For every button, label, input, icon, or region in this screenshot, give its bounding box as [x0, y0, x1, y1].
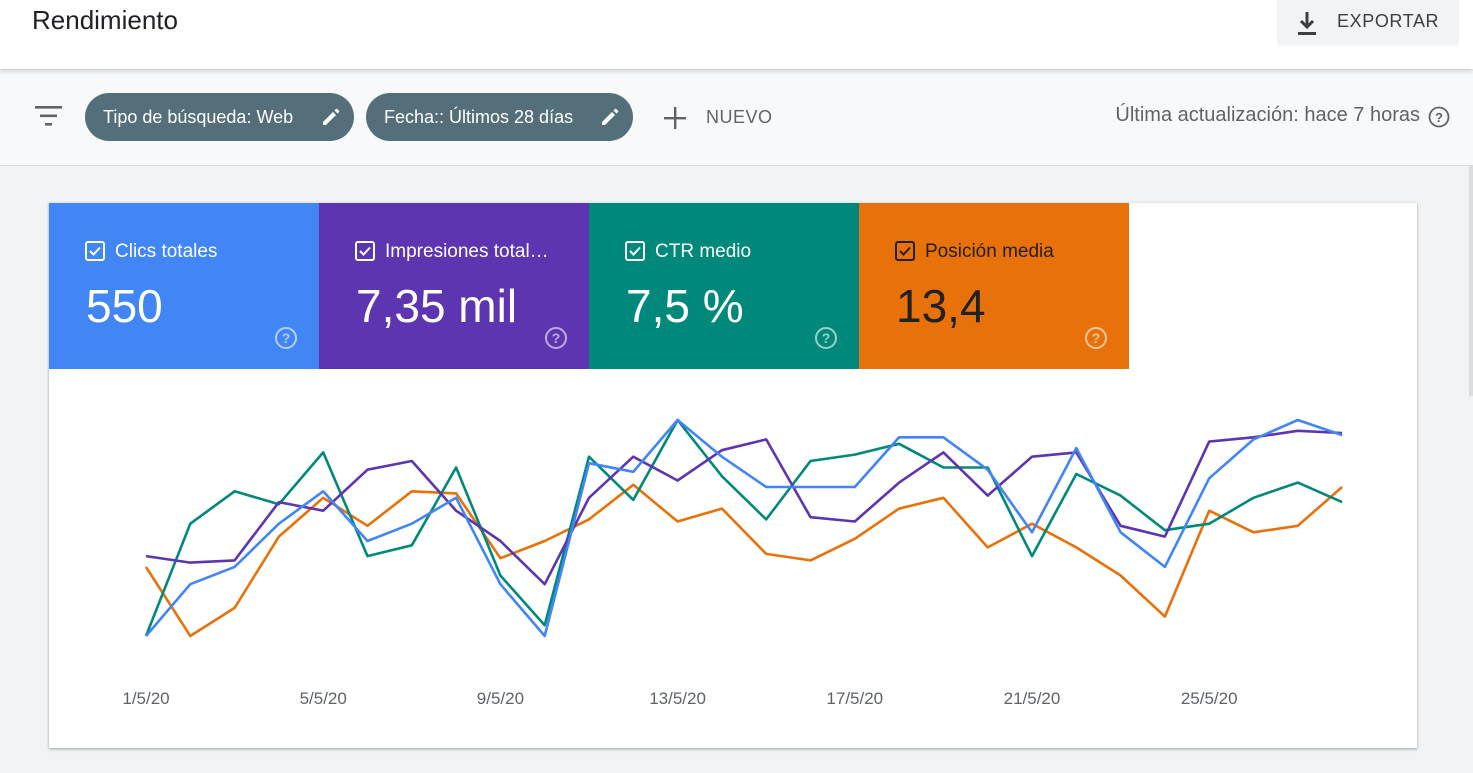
metric-card-average-ctr[interactable]: CTR medio 7,5 % ? [589, 203, 859, 369]
metric-value: 7,5 % [626, 280, 744, 332]
help-icon[interactable]: ? [814, 326, 838, 350]
new-filter-button[interactable]: NUEVO [660, 99, 790, 135]
x-axis-ticks: 1/5/20 5/5/20 9/5/20 13/5/20 17/5/20 21/5/20 2… [122, 689, 1237, 708]
metric-label: CTR medio [655, 241, 752, 262]
export-label: EXPORTAR [1337, 11, 1440, 31]
metric-value: 550 [86, 280, 163, 332]
filter-icon[interactable] [35, 105, 63, 127]
last-update-text: Última actualización: hace 7 horas [1115, 104, 1420, 126]
page-title: Rendimiento [32, 5, 178, 35]
metric-label: Impresiones total… [385, 241, 549, 262]
top-header: Rendimiento EXPORTAR [0, 0, 1473, 69]
edit-pencil-icon[interactable] [320, 106, 342, 128]
x-tick-label: 21/5/20 [1004, 689, 1061, 708]
svg-text:?: ? [1435, 110, 1443, 125]
metric-label: Posición media [925, 241, 1054, 262]
x-tick-label: 13/5/20 [649, 689, 706, 708]
edit-pencil-icon[interactable] [599, 106, 621, 128]
help-icon[interactable]: ? [274, 326, 298, 350]
x-tick-label: 1/5/20 [122, 689, 169, 708]
help-icon[interactable]: ? [1428, 106, 1450, 128]
series-line-clics-totales[interactable] [145, 418, 1343, 638]
chip-label: Tipo de búsqueda: Web [103, 106, 294, 127]
help-icon[interactable]: ? [544, 326, 568, 350]
checkbox-checked-icon[interactable] [895, 241, 915, 261]
download-icon [1298, 12, 1316, 35]
x-tick-label: 17/5/20 [826, 689, 883, 708]
svg-text:?: ? [1092, 330, 1101, 346]
checkbox-checked-icon[interactable] [625, 241, 645, 261]
x-tick-label: 9/5/20 [477, 689, 524, 708]
metric-label: Clics totales [115, 241, 218, 262]
svg-text:?: ? [822, 330, 831, 346]
checkbox-checked-icon[interactable] [85, 241, 105, 261]
metric-card-total-clicks[interactable]: Clics totales 550 ? [49, 203, 319, 369]
performance-card: Clics totales 550 ? Impresiones total… 7… [49, 203, 1417, 748]
series-layer [144, 418, 1343, 638]
svg-text:?: ? [552, 330, 561, 346]
metric-card-average-position[interactable]: Posición media 13,4 ? [859, 203, 1129, 369]
chip-label: Fecha:: Últimos 28 días [384, 106, 574, 127]
metric-card-total-impressions[interactable]: Impresiones total… 7,35 mil ? [319, 203, 589, 369]
performance-line-chart[interactable]: 1/5/20 5/5/20 9/5/20 13/5/20 17/5/20 21/5/20 2… [49, 369, 1417, 748]
export-button[interactable]: EXPORTAR [1277, 0, 1459, 46]
filter-bar: Tipo de búsqueda: Web Fecha:: Últimos 28… [0, 69, 1473, 166]
x-tick-label: 25/5/20 [1181, 689, 1238, 708]
help-icon[interactable]: ? [1084, 326, 1108, 350]
date-filter-chip[interactable]: Fecha:: Últimos 28 días [366, 93, 633, 141]
plus-icon [664, 107, 686, 129]
new-filter-label: NUEVO [706, 107, 773, 127]
metric-value: 7,35 mil [356, 280, 518, 332]
x-tick-label: 5/5/20 [300, 689, 347, 708]
checkbox-checked-icon[interactable] [355, 241, 375, 261]
metric-value: 13,4 [896, 280, 986, 332]
scrollbar[interactable] [1469, 166, 1473, 396]
series-line-ctr-medio[interactable] [144, 418, 1343, 637]
search-type-filter-chip[interactable]: Tipo de búsqueda: Web [85, 93, 354, 141]
series-line-posición-media[interactable] [144, 483, 1343, 638]
svg-text:?: ? [282, 330, 291, 346]
series-line-impresiones-totales[interactable] [145, 429, 1343, 586]
